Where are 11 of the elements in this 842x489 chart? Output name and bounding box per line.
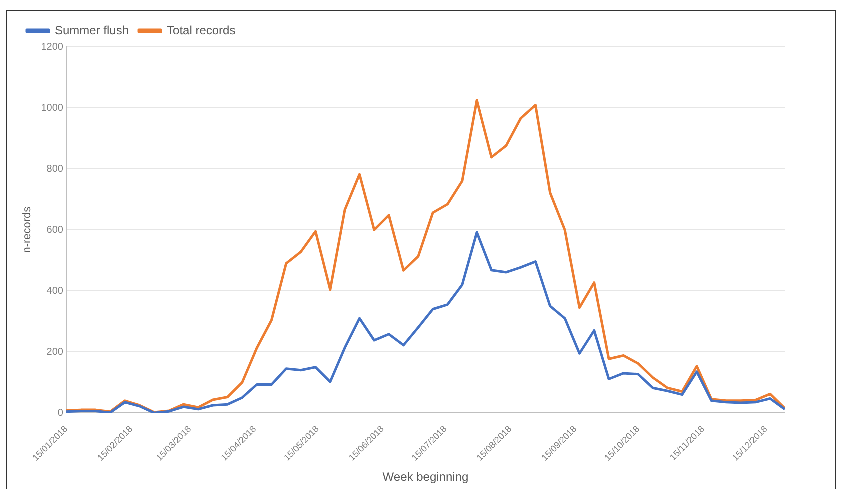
y-tick-label: 600 [46,224,64,236]
y-tick-label: 800 [46,164,64,175]
y-tick-label: 1000 [41,102,64,114]
y-tick-label: 400 [46,286,64,297]
legend-label: Summer flush [55,23,130,38]
y-tick-label: 200 [46,346,64,358]
y-tick-label: 0 [58,408,64,419]
y-tick-label: 1200 [41,42,64,53]
x-axis-title: Week beginning [382,470,469,484]
legend-label: Total records [167,23,236,38]
y-axis-title: n-records [22,206,34,254]
